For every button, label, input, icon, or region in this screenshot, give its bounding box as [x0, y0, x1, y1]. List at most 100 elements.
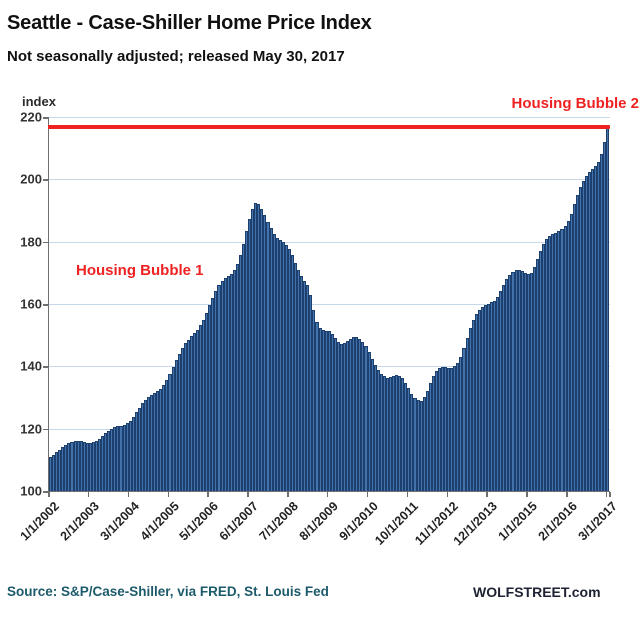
bar — [520, 270, 524, 491]
bar — [321, 329, 325, 491]
bar — [159, 388, 163, 491]
bar — [563, 226, 567, 491]
source-credit: Source: S&P/Case-Shiller, via FRED, St. … — [7, 584, 329, 599]
bar — [235, 263, 239, 491]
bar — [73, 441, 77, 491]
bar — [61, 447, 65, 491]
bar — [493, 300, 497, 491]
bar — [548, 235, 552, 491]
bar — [165, 380, 169, 491]
bar — [284, 244, 288, 491]
x-tick-mark — [366, 492, 369, 497]
bar — [401, 378, 405, 491]
bar — [416, 399, 420, 491]
bar — [606, 126, 610, 491]
bar — [199, 325, 203, 491]
bar — [309, 295, 313, 491]
bar — [373, 365, 377, 491]
bar — [128, 420, 132, 491]
bar — [272, 233, 276, 491]
bar — [205, 312, 209, 491]
bar — [388, 376, 392, 491]
y-tick-mark — [43, 491, 48, 493]
bar — [431, 376, 435, 491]
bar — [462, 347, 466, 491]
bar — [110, 428, 114, 491]
bar — [189, 336, 193, 491]
x-tick-mark — [446, 492, 449, 497]
bar — [566, 221, 570, 491]
bar — [468, 328, 472, 491]
bar — [456, 363, 460, 491]
bars-layer — [49, 117, 610, 491]
y-tick-mark — [43, 241, 48, 244]
bar — [220, 280, 224, 491]
bar — [392, 375, 396, 491]
bar — [162, 385, 166, 491]
bar — [67, 443, 71, 491]
x-tick-mark — [486, 492, 488, 497]
bar — [208, 305, 212, 491]
bar — [168, 373, 172, 491]
bar — [545, 238, 549, 491]
y-tick-label: 200 — [20, 171, 42, 187]
bar — [324, 330, 328, 491]
bar — [514, 270, 518, 491]
bar — [434, 371, 438, 491]
bar — [444, 367, 448, 491]
bar — [260, 208, 264, 491]
bar — [79, 441, 83, 491]
bar — [560, 229, 564, 491]
bar — [318, 327, 322, 491]
x-tick-mark — [526, 492, 528, 497]
bar — [376, 369, 380, 491]
bar — [278, 240, 282, 491]
y-tick-mark — [43, 428, 48, 431]
bar — [575, 194, 579, 491]
bar — [523, 272, 527, 491]
bar — [450, 367, 454, 491]
y-tick-mark — [43, 304, 48, 306]
bar — [594, 166, 598, 491]
x-tick-mark — [167, 492, 170, 497]
bar — [355, 337, 359, 491]
bar — [490, 302, 494, 491]
bar — [64, 444, 68, 491]
bar — [196, 329, 200, 491]
bar — [358, 339, 362, 491]
bar — [508, 275, 512, 491]
bar — [572, 204, 576, 491]
bar — [153, 392, 157, 491]
bar — [474, 313, 478, 491]
plot-area — [48, 117, 610, 492]
bar — [287, 249, 291, 491]
bar — [336, 341, 340, 491]
bar — [134, 412, 138, 491]
bar — [333, 337, 337, 491]
bar — [116, 426, 120, 491]
bar — [180, 347, 184, 491]
bar — [143, 399, 147, 491]
bar — [379, 373, 383, 491]
x-tick-mark — [287, 492, 289, 497]
bar — [171, 366, 175, 491]
bar — [419, 400, 423, 491]
housing-bubble-1-annotation: Housing Bubble 1 — [74, 260, 214, 282]
bar — [88, 443, 92, 491]
bar — [511, 271, 515, 491]
y-tick-label: 180 — [20, 234, 42, 250]
bar — [85, 442, 89, 491]
gridline — [49, 304, 610, 305]
bar — [496, 296, 500, 491]
bar — [554, 232, 558, 491]
bar — [453, 366, 457, 491]
bar — [425, 390, 429, 491]
bar — [584, 175, 588, 491]
bar — [352, 337, 356, 491]
bar — [223, 278, 227, 491]
bar — [382, 376, 386, 491]
bar — [395, 375, 399, 491]
bar — [502, 285, 506, 491]
x-tick-mark — [406, 492, 409, 497]
bar — [98, 438, 102, 491]
